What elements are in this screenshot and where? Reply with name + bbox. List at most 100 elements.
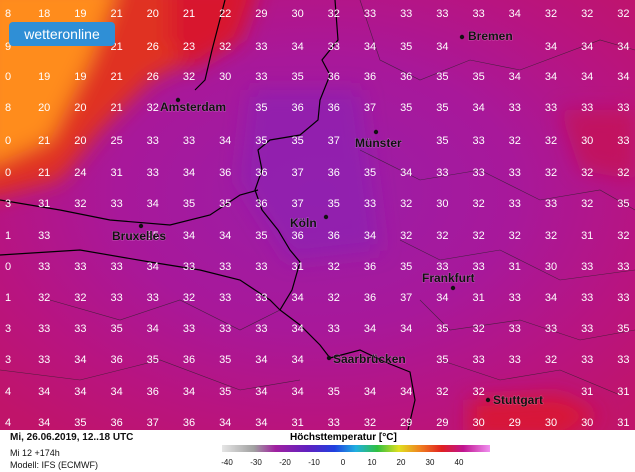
grid-value: 37 <box>291 198 303 210</box>
regions <box>0 0 635 396</box>
grid-value: 21 <box>38 135 50 147</box>
city-dot <box>323 214 329 220</box>
color-bar <box>222 445 490 452</box>
grid-value: 36 <box>364 71 376 83</box>
grid-value: 34 <box>509 71 521 83</box>
grid-value: 32 <box>74 292 86 304</box>
grid-value: 35 <box>436 354 448 366</box>
grid-value: 35 <box>617 323 629 335</box>
grid-value: 35 <box>255 230 267 242</box>
grid-value: 36 <box>147 386 159 398</box>
grid-value: 34 <box>38 417 50 429</box>
grid-value: 31 <box>617 386 629 398</box>
grid-value: 4 <box>5 417 11 429</box>
grid-value: 32 <box>183 292 195 304</box>
grid-value: 33 <box>183 323 195 335</box>
grid-value: 34 <box>509 8 521 20</box>
grid-value: 29 <box>436 417 448 429</box>
grid-value: 8 <box>5 102 11 114</box>
grid-value: 34 <box>255 354 267 366</box>
grid-value: 32 <box>472 230 484 242</box>
grid-value: 21 <box>38 167 50 179</box>
grid-value: 34 <box>183 386 195 398</box>
grid-value: 34 <box>617 71 629 83</box>
grid-value: 34 <box>291 41 303 53</box>
grid-value: 32 <box>545 135 557 147</box>
grid-value: 21 <box>110 71 122 83</box>
grid-value: 32 <box>545 167 557 179</box>
grid-value: 36 <box>255 198 267 210</box>
grid-value: 35 <box>255 135 267 147</box>
grid-value: 31 <box>291 417 303 429</box>
grid-value: 3 <box>5 198 11 210</box>
grid-value: 20 <box>74 102 86 114</box>
grid-value: 34 <box>581 71 593 83</box>
value-grid: 8 18 19 21 20 21 22 29 30 32 33 33 33 33 34 32 32 329 21 26… <box>5 8 630 429</box>
grid-value: 34 <box>255 386 267 398</box>
grid-value: 34 <box>545 292 557 304</box>
grid-value: 35 <box>436 102 448 114</box>
grid-value: 33 <box>110 292 122 304</box>
grid-value: 32 <box>74 198 86 210</box>
grid-value: 36 <box>219 167 231 179</box>
grid-value: 37 <box>364 102 376 114</box>
grid-value: 4 <box>5 386 11 398</box>
grid-value: 33 <box>147 292 159 304</box>
grid-value: 36 <box>364 292 376 304</box>
grid-value: 3 <box>5 323 11 335</box>
grid-value: 33 <box>436 8 448 20</box>
grid-value: 37 <box>291 167 303 179</box>
grid-value: 37 <box>328 135 340 147</box>
grid-value: 32 <box>472 386 484 398</box>
grid-value: 34 <box>364 230 376 242</box>
grid-value: 29 <box>400 417 412 429</box>
grid-value: 32 <box>509 230 521 242</box>
grid-value: 36 <box>255 167 267 179</box>
grid-value: 33 <box>328 41 340 53</box>
grid-value: 29 <box>509 417 521 429</box>
grid-value: 32 <box>38 292 50 304</box>
grid-value: 0 <box>5 71 11 83</box>
grid-value: 33 <box>38 323 50 335</box>
grid-value: 34 <box>219 230 231 242</box>
grid-value: 35 <box>436 323 448 335</box>
legend-tick-label: -10 <box>308 458 320 467</box>
grid-value: 35 <box>291 135 303 147</box>
city-label: Köln <box>290 216 317 230</box>
grid-value: 33 <box>581 261 593 273</box>
grid-value: 18 <box>38 8 50 20</box>
grid-value: 36 <box>291 230 303 242</box>
grid-value: 35 <box>147 354 159 366</box>
grid-value: 33 <box>581 354 593 366</box>
grid-value: 33 <box>255 261 267 273</box>
grid-value: 29 <box>255 8 267 20</box>
city-dot <box>326 355 332 361</box>
grid-value: 33 <box>509 354 521 366</box>
grid-value: 34 <box>147 198 159 210</box>
grid-value: 32 <box>472 323 484 335</box>
grid-value: 31 <box>509 261 521 273</box>
grid-value: 33 <box>545 102 557 114</box>
grid-value: 32 <box>617 167 629 179</box>
grid-value: 32 <box>400 230 412 242</box>
grid-value: 33 <box>38 354 50 366</box>
grid-value: 33 <box>436 167 448 179</box>
grid-value: 34 <box>364 323 376 335</box>
grid-value: 35 <box>147 230 159 242</box>
brand-logo: wetteronline <box>9 22 115 46</box>
grid-value: 35 <box>219 198 231 210</box>
grid-value: 24 <box>74 167 86 179</box>
grid-value: 9 <box>5 41 11 53</box>
grid-value: 31 <box>110 167 122 179</box>
grid-value: 21 <box>110 102 122 114</box>
grid-value: 35 <box>400 102 412 114</box>
grid-value: 32 <box>509 135 521 147</box>
grid-value: 31 <box>38 198 50 210</box>
grid-value: 33 <box>183 135 195 147</box>
grid-value: 35 <box>74 417 86 429</box>
grid-value: 36 <box>328 230 340 242</box>
grid-value: 35 <box>436 71 448 83</box>
grid-value: 36 <box>110 354 122 366</box>
grid-value: 36 <box>328 102 340 114</box>
grid-value: 32 <box>581 198 593 210</box>
